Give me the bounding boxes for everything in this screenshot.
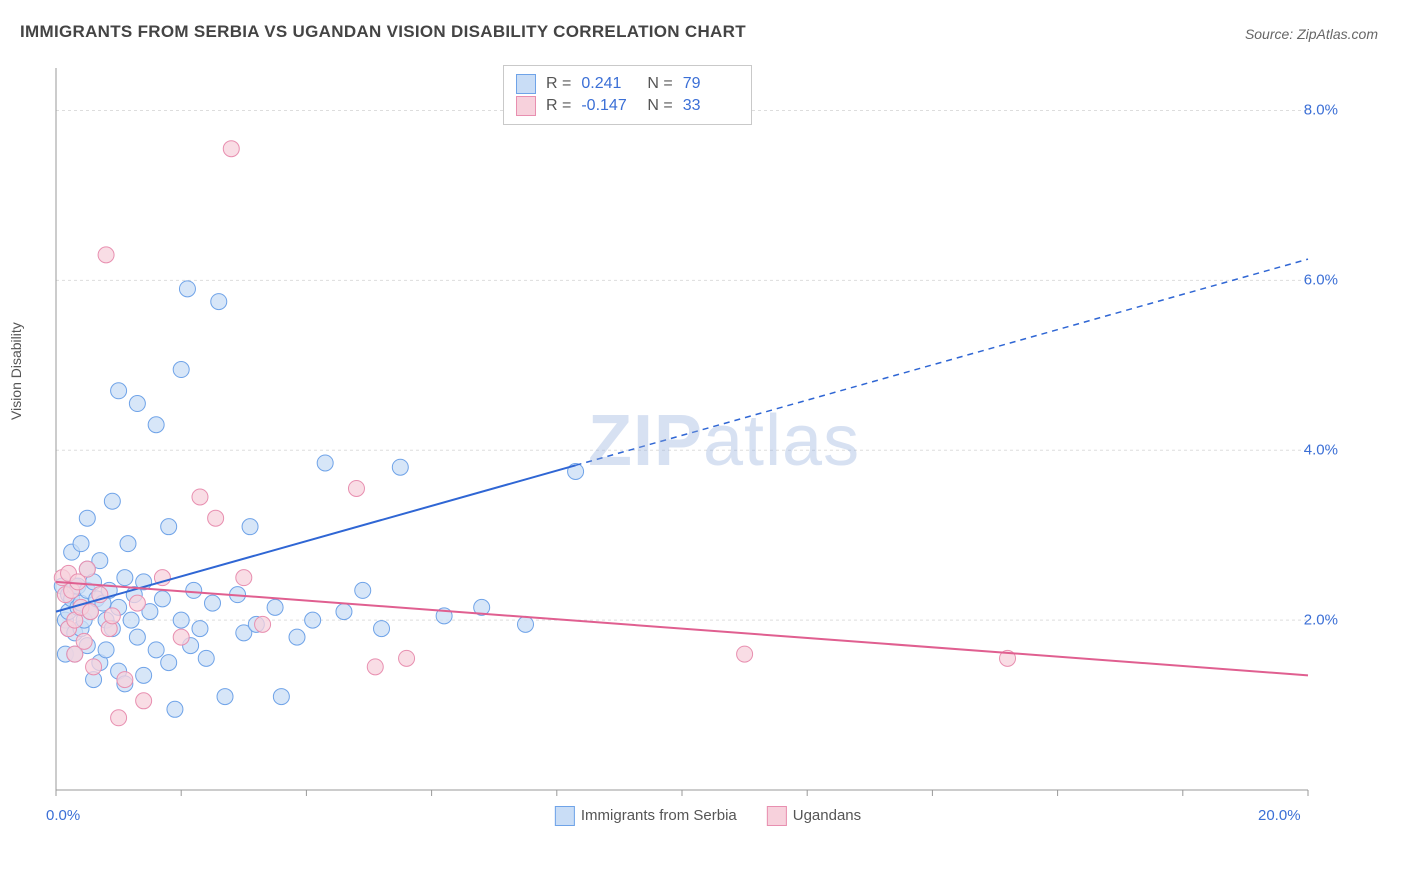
y-tick-label: 2.0% bbox=[1304, 612, 1338, 629]
stats-row: R = -0.147 N = 33 bbox=[516, 96, 739, 116]
legend-label: Ugandans bbox=[793, 807, 861, 824]
n-label: N = bbox=[647, 97, 672, 115]
correlation-stats-box: R = 0.241 N = 79 R = -0.147 N = 33 bbox=[503, 65, 752, 125]
y-tick-label: 4.0% bbox=[1304, 442, 1338, 459]
r-value: -0.147 bbox=[581, 97, 637, 115]
n-label: N = bbox=[647, 75, 672, 93]
stats-row: R = 0.241 N = 79 bbox=[516, 74, 739, 94]
legend-swatch bbox=[767, 806, 787, 826]
r-label: R = bbox=[546, 75, 571, 93]
chart-area: ZIPatlas R =0.241N =79R =-0.147N =33 2.0… bbox=[48, 60, 1368, 830]
legend-label: Immigrants from Serbia bbox=[581, 807, 737, 824]
chart-title: IMMIGRANTS FROM SERBIA VS UGANDAN VISION… bbox=[20, 22, 746, 42]
x-tick-label: 0.0% bbox=[46, 807, 80, 824]
legend-swatch bbox=[555, 806, 575, 826]
y-tick-label: 8.0% bbox=[1304, 102, 1338, 119]
source-attribution: Source: ZipAtlas.com bbox=[1245, 26, 1378, 42]
series-swatch bbox=[516, 96, 536, 116]
n-value: 33 bbox=[683, 97, 739, 115]
r-value: 0.241 bbox=[581, 75, 637, 93]
bottom-legend: Immigrants from Serbia Ugandans bbox=[555, 806, 861, 826]
legend-item: Ugandans bbox=[767, 806, 861, 826]
x-tick-label: 20.0% bbox=[1258, 807, 1301, 824]
y-axis-label: Vision Disability bbox=[8, 322, 24, 420]
r-label: R = bbox=[546, 97, 571, 115]
legend-item: Immigrants from Serbia bbox=[555, 806, 737, 826]
series-swatch bbox=[516, 74, 536, 94]
n-value: 79 bbox=[683, 75, 739, 93]
y-tick-label: 6.0% bbox=[1304, 272, 1338, 289]
scatter-chart bbox=[48, 60, 1368, 830]
